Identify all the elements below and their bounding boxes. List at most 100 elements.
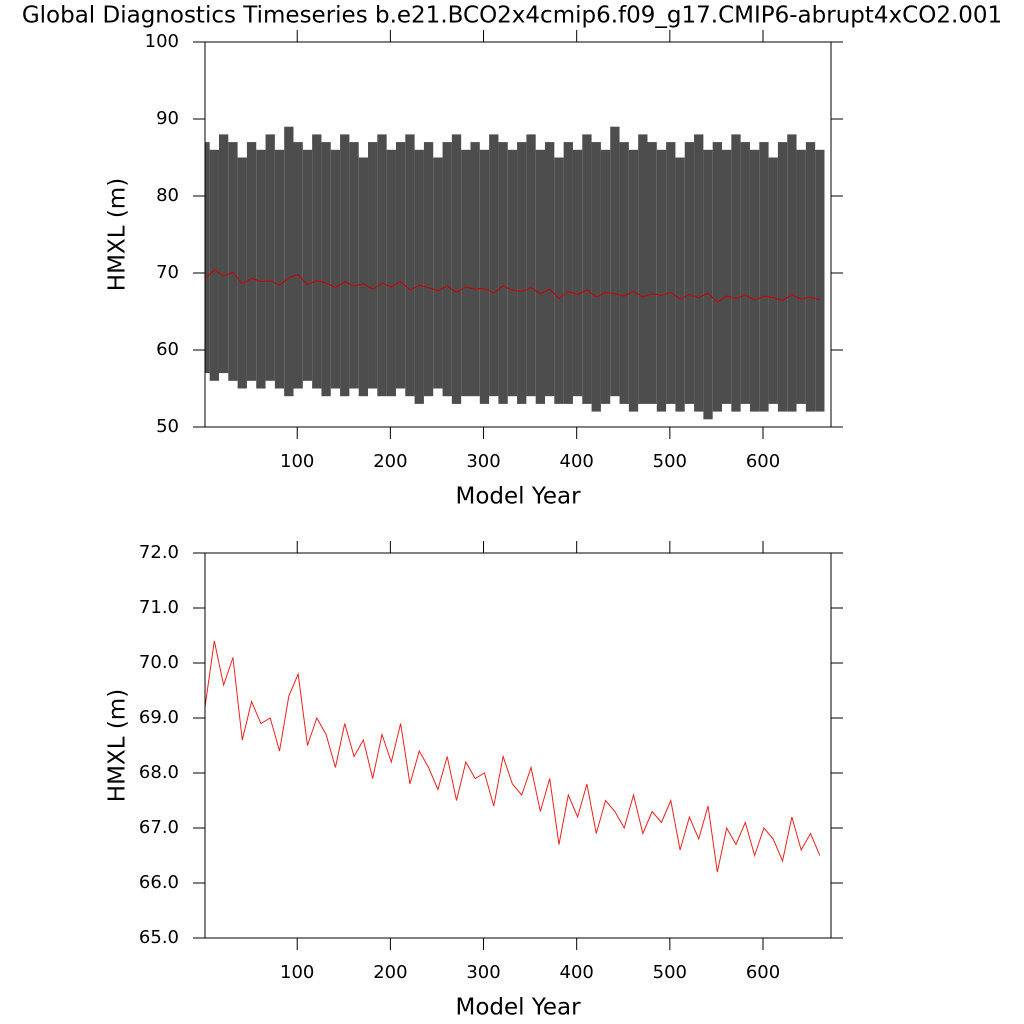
range-bar [545, 142, 555, 397]
range-bar [358, 157, 369, 397]
range-bar [638, 134, 648, 404]
range-bar [395, 142, 406, 389]
y-tick-label: 70 [156, 262, 179, 283]
range-bar [628, 149, 639, 412]
range-bar [451, 134, 462, 404]
range-bar [684, 142, 695, 404]
range-bar [423, 142, 434, 397]
y-tick-label: 66.0 [139, 872, 179, 893]
x-tick-label: 200 [373, 962, 407, 983]
range-bar [675, 157, 685, 412]
range-bar [796, 149, 806, 404]
range-bar [787, 134, 797, 412]
range-bar [768, 157, 778, 404]
y-tick-label: 72.0 [139, 542, 179, 563]
y-tick-label: 80 [156, 185, 179, 206]
range-bar [647, 142, 657, 404]
chart-title: Global Diagnostics Timeseries b.e21.BCO2… [22, 3, 1002, 29]
range-bar [470, 142, 480, 397]
y-axis-label: HMXL (m) [105, 178, 131, 291]
range-bar [712, 142, 723, 412]
x-tick-label: 100 [280, 451, 314, 472]
y-tick-label: 100 [145, 31, 179, 52]
range-bar [517, 142, 527, 404]
x-tick-label: 500 [653, 451, 687, 472]
plot-frame [204, 552, 832, 939]
range-bar [461, 149, 471, 397]
range-bar [205, 142, 210, 374]
x-tick-label: 500 [653, 962, 687, 983]
x-tick-label: 200 [373, 451, 407, 472]
range-bar [321, 142, 331, 397]
range-bar [498, 142, 508, 404]
y-tick-label: 50 [156, 416, 179, 437]
range-bar [377, 134, 387, 397]
y-tick-label: 70.0 [139, 652, 179, 673]
y-tick-label: 60 [156, 339, 179, 360]
plot-frame [204, 41, 832, 428]
range-bar [554, 157, 564, 404]
range-bar [740, 142, 750, 404]
x-tick-label: 400 [560, 451, 594, 472]
range-bar [405, 134, 415, 397]
range-bar [228, 142, 238, 381]
y-tick-label: 90 [156, 108, 179, 129]
range-bar [591, 142, 601, 412]
range-bar [535, 149, 546, 404]
x-axis-label: Model Year [455, 484, 581, 510]
x-tick-label: 600 [746, 962, 780, 983]
range-bar [722, 149, 732, 404]
range-bar [368, 142, 378, 389]
range-bar [237, 157, 247, 389]
range-bar [563, 142, 573, 404]
range-bar [731, 134, 741, 412]
range-bar [805, 142, 816, 412]
range-bar [815, 149, 825, 412]
range-bar [479, 149, 490, 404]
x-axis-label: Model Year [455, 995, 581, 1021]
range-bar [526, 134, 536, 397]
x-tick-label: 300 [466, 451, 500, 472]
range-bar [489, 134, 499, 397]
y-tick-label: 68.0 [139, 762, 179, 783]
range-bar [433, 157, 443, 389]
range-bar [302, 149, 313, 381]
range-bar [600, 149, 611, 404]
x-tick-label: 400 [560, 962, 594, 983]
range-bar [507, 149, 518, 397]
x-tick-label: 300 [466, 962, 500, 983]
range-bar [442, 142, 452, 397]
x-tick-label: 100 [280, 962, 314, 983]
y-tick-label: 71.0 [139, 597, 179, 618]
range-bar [749, 149, 760, 412]
range-bar [256, 149, 266, 389]
range-bar [694, 134, 704, 412]
range-bar [312, 134, 322, 389]
range-bar [293, 142, 303, 389]
y-tick-label: 65.0 [139, 927, 179, 948]
range-bar [330, 149, 341, 389]
x-tick-label: 600 [746, 451, 780, 472]
range-bar [582, 134, 592, 404]
range-bar [274, 149, 285, 389]
range-bar [610, 126, 620, 397]
range-bar [246, 142, 257, 381]
data-line [204, 640, 821, 873]
y-axis-label: HMXL (m) [105, 689, 131, 802]
range-bar [218, 134, 229, 374]
range-bar [656, 149, 667, 412]
range-bar [284, 126, 294, 397]
range-bar [777, 142, 788, 412]
range-bar [703, 149, 713, 420]
range-bar [619, 142, 629, 404]
data-line [204, 269, 820, 303]
range-bar [265, 134, 275, 381]
range-bar [386, 149, 396, 397]
range-bar [209, 149, 219, 381]
y-tick-label: 67.0 [139, 817, 179, 838]
range-bar [572, 149, 583, 397]
range-bar [759, 142, 769, 412]
range-bar [340, 134, 350, 397]
y-tick-label: 69.0 [139, 707, 179, 728]
